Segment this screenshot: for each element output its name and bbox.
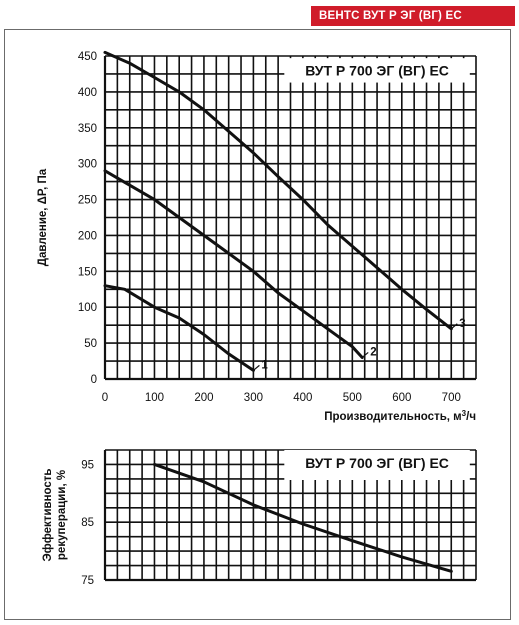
x-tick-label: 700	[442, 392, 461, 404]
efficiency-chart-title: ВУТ Р 700 ЭГ (ВГ) ЕС	[305, 455, 449, 471]
curve-leader-1	[253, 364, 260, 371]
efficiency-curve	[153, 462, 453, 573]
y-tick-label: 75	[81, 575, 94, 587]
efficiency-title-bg	[284, 450, 470, 480]
curve-1	[103, 284, 255, 372]
y-tick-label: 95	[81, 459, 94, 471]
efficiency-curves	[153, 462, 453, 573]
x-axis-label-main: Производительность, м	[324, 411, 461, 423]
x-axis-label-sup: 3	[462, 409, 467, 418]
x-tick-label: 300	[244, 392, 263, 404]
y-tick-label: 250	[78, 195, 97, 207]
pressure-tick-labels: 0 50 100 150 200 250 300 350 400 450 0 100 200 300 400…	[78, 51, 461, 404]
curve-leader-2	[361, 352, 369, 358]
pressure-title-bg	[284, 58, 470, 83]
efficiency-y-axis-label-line1: Эффективность	[42, 469, 54, 562]
y-tick-label: 350	[78, 123, 97, 135]
x-tick-label: 0	[102, 392, 108, 404]
curve-leader-3	[450, 323, 458, 330]
pressure-chart: 1 2 3 0 50 100 150 200 250 300 350 400 450 0 100 200 30…	[37, 50, 477, 424]
y-tick-label: 150	[78, 266, 97, 278]
pressure-title-box: ВУТ Р 700 ЭГ (ВГ) ЕС	[284, 58, 470, 83]
y-tick-label: 50	[84, 338, 97, 350]
efficiency-title-box: ВУТ Р 700 ЭГ (ВГ) ЕС	[284, 450, 470, 480]
brand-header-badge: ВЕНТС ВУТ Р ЭГ (ВГ) ЕС	[311, 6, 515, 26]
pressure-y-axis-label: Давление, ΔP, Па	[37, 168, 49, 266]
efficiency-tick-labels: 75 85 95	[81, 459, 94, 587]
y-tick-label: 400	[78, 87, 97, 99]
y-tick-label: 200	[78, 230, 97, 242]
x-axis-label-suffix: /ч	[466, 411, 476, 423]
x-tick-label: 500	[343, 392, 362, 404]
curve-3	[103, 50, 453, 331]
y-tick-label: 100	[78, 302, 97, 314]
x-tick-label: 200	[194, 392, 213, 404]
chart-frame	[4, 29, 511, 620]
efficiency-y-axis-label-line2: рекуперации, %	[56, 470, 68, 560]
pressure-curves: 1 2 3	[103, 50, 466, 372]
x-tick-label: 600	[392, 392, 411, 404]
y-tick-label: 300	[78, 159, 97, 171]
y-tick-label: 0	[91, 374, 97, 386]
x-tick-label: 100	[145, 392, 164, 404]
efficiency-chart: 75 85 95 ВУТ Р 700 ЭГ (ВГ) ЕС Эффективност…	[42, 449, 477, 587]
pressure-x-axis-label: Производительность, м3/ч	[324, 409, 476, 424]
curve-2	[103, 169, 364, 359]
curve-label-1: 1	[261, 359, 268, 371]
y-tick-label: 450	[78, 51, 97, 63]
curve-label-2: 2	[370, 346, 376, 358]
x-tick-label: 400	[293, 392, 312, 404]
y-tick-label: 85	[81, 517, 94, 529]
pressure-grid	[103, 55, 477, 381]
curve-label-3: 3	[459, 318, 465, 330]
pressure-chart-title: ВУТ Р 700 ЭГ (ВГ) ЕС	[305, 62, 449, 78]
